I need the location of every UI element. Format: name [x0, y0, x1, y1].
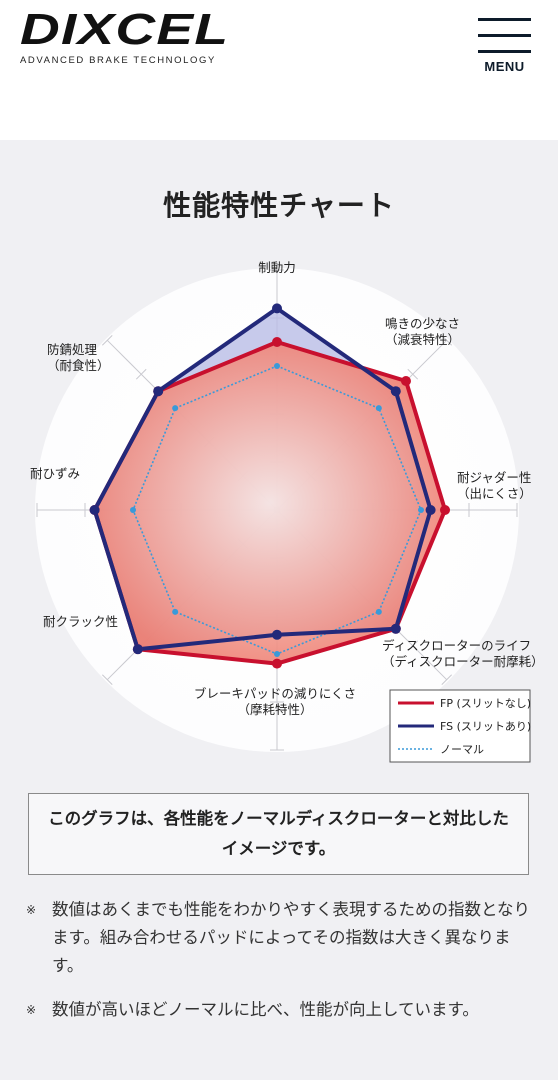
data-point	[274, 363, 280, 369]
data-point	[272, 658, 282, 669]
menu-icon[interactable]	[478, 18, 531, 54]
tick-mark	[101, 334, 113, 346]
series-area	[94, 342, 445, 664]
tick-mark	[441, 334, 453, 346]
category-label-line: （摩耗特性）	[237, 702, 312, 717]
category-label-line: （耐食性）	[47, 358, 110, 373]
category-label-line: （ディスクローター耐摩耗）	[382, 654, 544, 669]
data-point	[89, 505, 100, 515]
logo[interactable]: DIXCEL	[20, 5, 230, 54]
category-label-line: （減衰特性）	[385, 332, 460, 347]
menu-label[interactable]: MENU	[484, 59, 525, 74]
data-point	[425, 505, 436, 515]
footnote-mark: ※	[26, 903, 37, 917]
footnote: ※ 数値はあくまでも性能をわかりやすく表現するための指数となります。組み合わせるパ…	[26, 896, 532, 980]
data-point	[418, 507, 424, 513]
footnote-text: 数値はあくまでも性能をわかりやすく表現するための指数となります。組み合わせるパッ…	[52, 900, 531, 975]
data-point	[375, 405, 382, 412]
data-point	[132, 644, 143, 655]
header: DIXCEL ADVANCED BRAKE TECHNOLOGY MENU	[0, 0, 558, 140]
category-label-line: （出にくさ）	[457, 486, 532, 501]
category-label: 耐ひずみ	[30, 466, 80, 481]
category-label-line: 鳴きの少なさ	[385, 316, 460, 331]
category-label-line: 耐ジャダー性	[457, 470, 531, 485]
data-point	[172, 608, 179, 615]
footnote: ※ 数値が高いほどノーマルに比べ、性能が向上しています。	[26, 996, 532, 1024]
category-label: 耐クラック性	[43, 614, 118, 629]
tagline: ADVANCED BRAKE TECHNOLOGY	[20, 55, 216, 66]
data-point	[153, 386, 164, 397]
data-point	[390, 386, 401, 397]
tick-mark	[407, 640, 419, 652]
data-point	[274, 651, 280, 657]
category-label: ディスクローターのライフ（ディスクローター耐摩耗）	[382, 638, 544, 669]
category-label: 鳴きの少なさ（減衰特性）	[385, 316, 460, 347]
category-label-line: 防錆処理	[47, 342, 98, 357]
data-point	[375, 608, 382, 615]
tick-mark	[407, 368, 419, 380]
note-box: このグラフは、各性能をノーマルディスクローターと対比したイメージです。	[28, 793, 529, 875]
category-label-line: ディスクローターのライフ	[382, 638, 531, 653]
footnote-text: 数値が高いほどノーマルに比べ、性能が向上しています。	[52, 1000, 479, 1019]
data-point	[440, 505, 450, 515]
category-label: 防錆処理（耐食性）	[47, 342, 110, 373]
data-point	[272, 337, 282, 347]
legend-label: FP (スリットなし)	[440, 697, 531, 710]
data-point	[272, 629, 282, 640]
legend-label: ノーマル	[440, 743, 484, 756]
tick-mark	[101, 674, 113, 686]
category-label-line: ブレーキパッドの減りにくさ	[194, 686, 356, 701]
tick-mark	[441, 674, 453, 686]
category-label: 耐ジャダー性（出にくさ）	[457, 470, 532, 501]
data-point	[172, 405, 179, 412]
chart-title: 性能特性チャート	[163, 189, 395, 222]
footnote-mark: ※	[26, 1003, 37, 1017]
tick-mark	[135, 368, 147, 380]
chart: 制動力鳴きの少なさ（減衰特性）耐ジャダー性（出にくさ）ディスクローターのライフ（…	[30, 260, 544, 763]
data-point	[130, 507, 136, 513]
category-label: ブレーキパッドの減りにくさ（摩耗特性）	[194, 686, 356, 717]
legend-label: FS (スリットあり)	[440, 720, 531, 733]
category-label: 制動力	[258, 260, 296, 275]
data-point	[400, 376, 411, 387]
data-point	[272, 303, 282, 314]
data-point	[390, 623, 401, 634]
